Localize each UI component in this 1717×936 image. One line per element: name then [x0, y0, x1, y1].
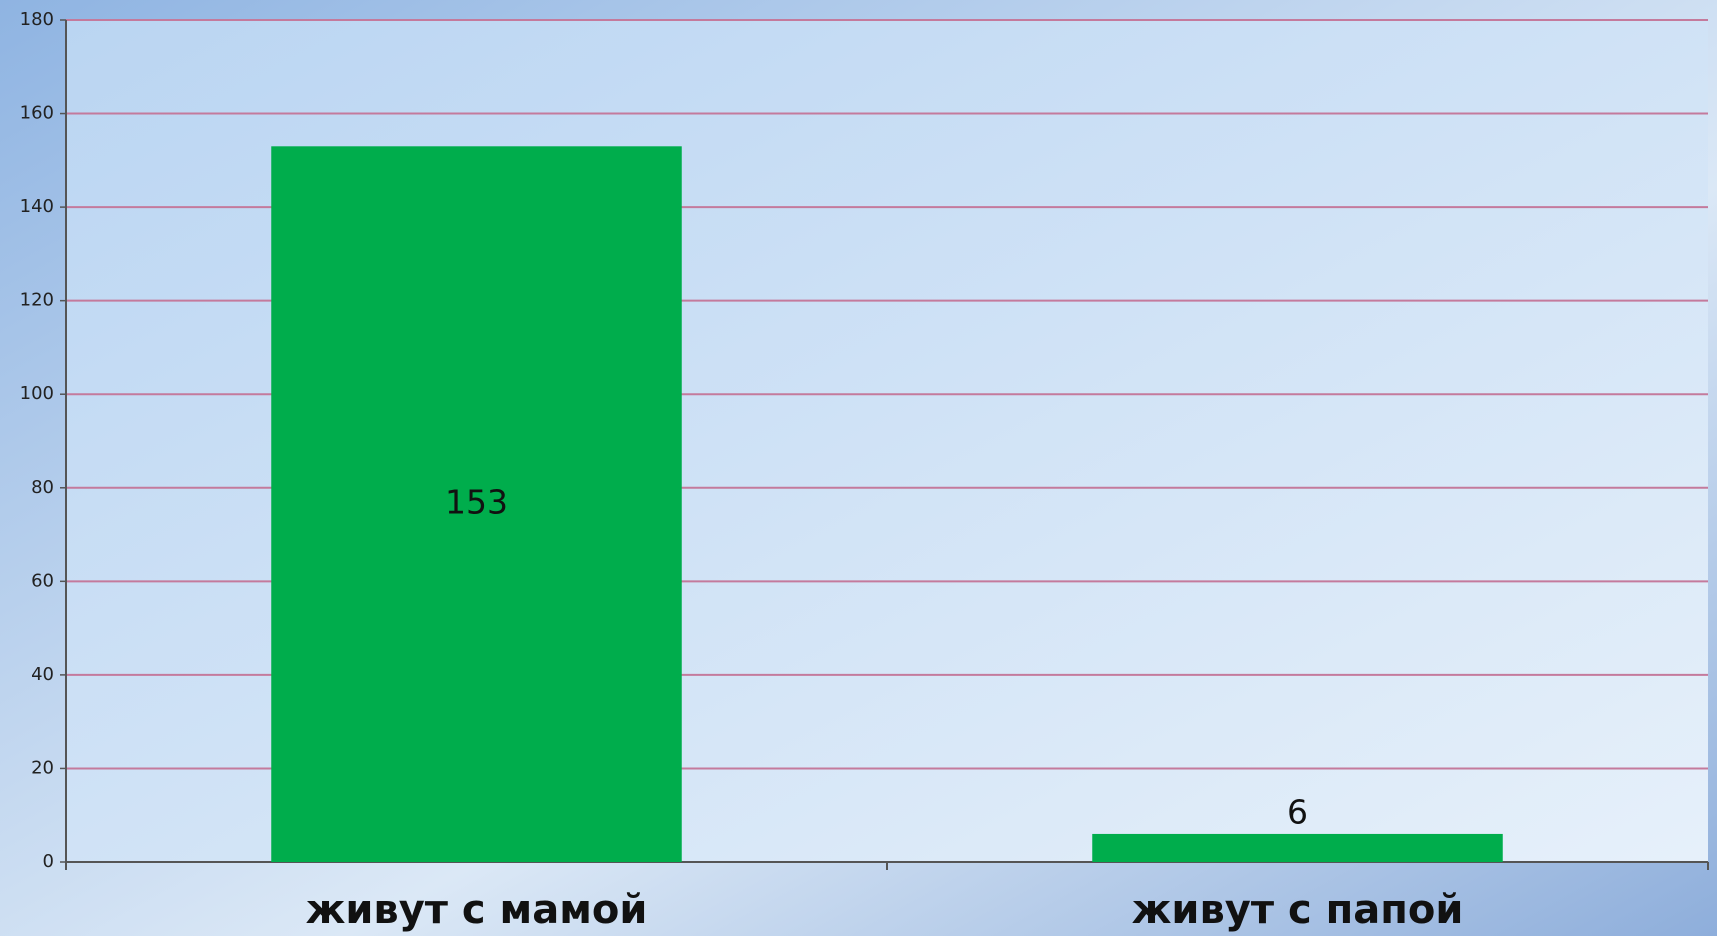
- y-tick-label: 160: [20, 103, 54, 124]
- y-tick-label: 120: [20, 290, 54, 311]
- data-label: 6: [1287, 792, 1308, 831]
- y-tick-label: 180: [20, 9, 54, 30]
- y-tick-label: 100: [20, 383, 54, 404]
- y-tick-label: 80: [31, 477, 54, 498]
- bar: [1092, 833, 1503, 862]
- y-tick-label: 0: [43, 851, 54, 872]
- x-tick-label: живут с мамой: [306, 887, 648, 933]
- y-tick-label: 140: [20, 196, 54, 217]
- bar: [271, 146, 682, 863]
- data-label: 153: [445, 483, 508, 522]
- y-tick-label: 60: [31, 570, 54, 591]
- y-tick-label: 20: [31, 757, 54, 778]
- x-tick-label: живут с папой: [1132, 887, 1464, 933]
- y-tick-label: 40: [31, 664, 54, 685]
